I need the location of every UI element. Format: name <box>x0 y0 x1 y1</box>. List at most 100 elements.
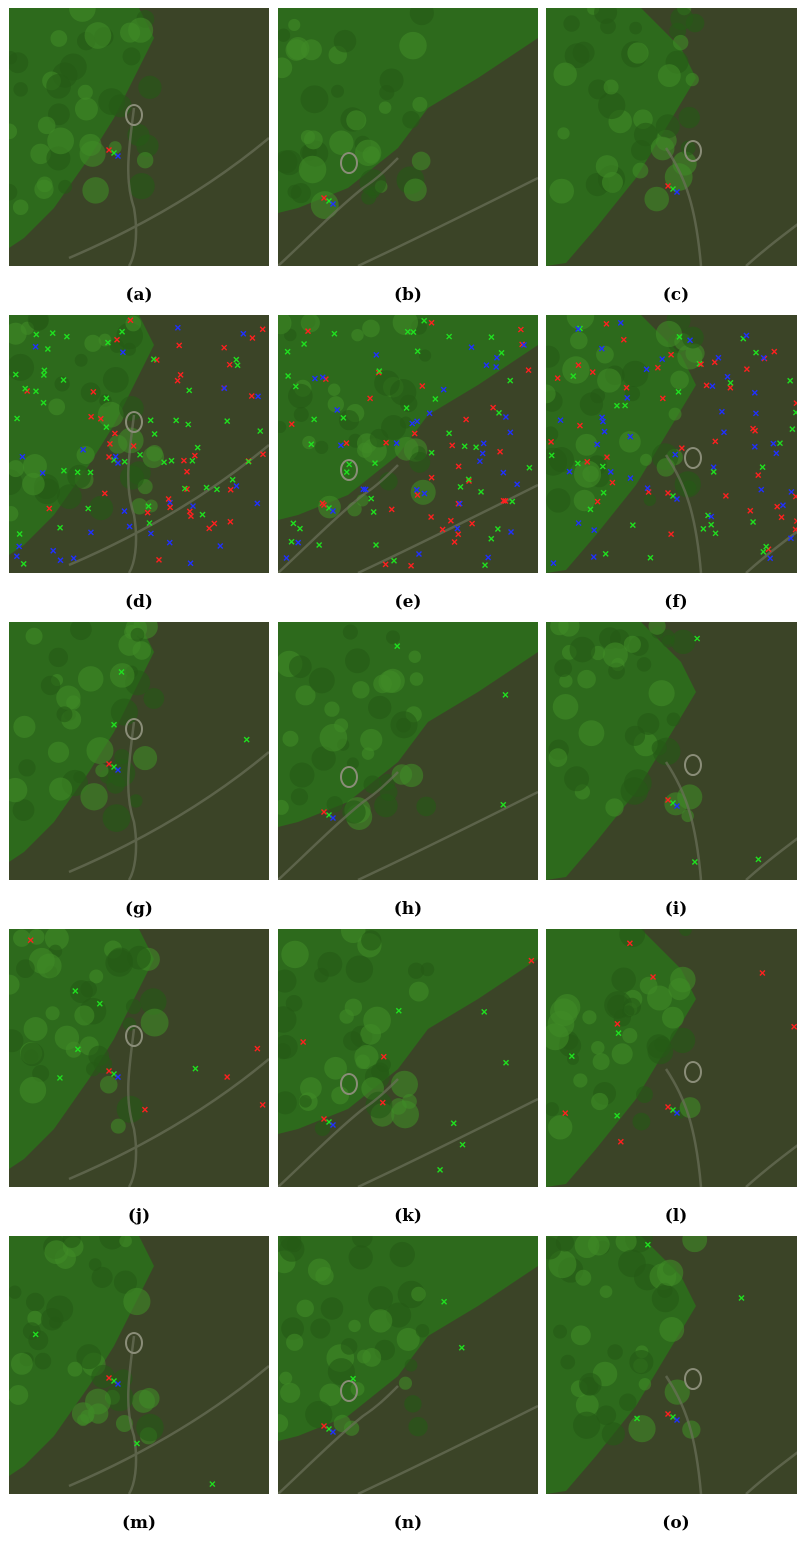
tree-crown <box>647 1034 671 1058</box>
panel-label: (k) <box>278 1206 538 1226</box>
tree-crown <box>126 999 141 1014</box>
tree-crown <box>346 110 366 130</box>
aerial-image <box>546 622 797 880</box>
tree-crown <box>137 152 153 168</box>
tree-crown <box>141 1009 169 1037</box>
panel-label: (h) <box>278 899 538 919</box>
tree-crown <box>89 496 113 520</box>
tree-crown <box>657 1260 683 1286</box>
tree-crown <box>279 1372 292 1385</box>
tree-crown <box>82 177 109 204</box>
tree-crown <box>75 97 98 120</box>
tree-crown <box>596 346 614 364</box>
tree-crown <box>553 63 576 86</box>
tree-crown <box>49 648 68 667</box>
tree-crown <box>399 1377 412 1390</box>
tree-crown <box>416 1324 429 1337</box>
tree-crown <box>146 445 163 462</box>
tree-crown <box>612 1043 633 1064</box>
tree-crown <box>379 101 392 114</box>
tree-crown <box>103 804 131 832</box>
tree-crown <box>56 686 80 710</box>
tree-crown <box>603 642 628 667</box>
tree-crown <box>106 775 125 794</box>
tree-crown <box>370 429 389 448</box>
tree-crown <box>282 731 298 747</box>
tree-crown <box>605 798 623 816</box>
tree-crown <box>129 173 155 199</box>
tree-crown <box>100 1076 118 1094</box>
tree-crown <box>662 635 675 648</box>
tree-crown <box>109 94 132 117</box>
tree-crown <box>57 484 82 509</box>
tree-crown <box>557 127 569 139</box>
tree-crown <box>23 1322 41 1340</box>
tree-crown <box>327 796 343 812</box>
tree-crown <box>611 967 635 991</box>
tree-crown <box>123 1288 150 1315</box>
tree-crown <box>573 1073 587 1087</box>
tree-crown <box>633 163 649 179</box>
tree-crown <box>637 657 651 671</box>
tree-crown <box>86 737 113 764</box>
aerial-image <box>278 622 538 880</box>
tree-crown <box>352 681 369 698</box>
tree-crown <box>355 140 381 166</box>
tree-crown <box>20 1077 47 1104</box>
tree-crown <box>286 1334 303 1351</box>
tree-crown <box>349 1245 373 1269</box>
tree-crown <box>105 949 133 977</box>
tree-crown <box>686 73 699 86</box>
tree-crown <box>317 952 342 977</box>
tree-crown <box>343 625 358 640</box>
tree-crown <box>103 367 129 393</box>
tree-crown <box>13 199 29 215</box>
tree-crown <box>58 180 72 194</box>
tree-crown <box>659 1317 684 1342</box>
tree-crown <box>622 1028 637 1043</box>
tree-crown <box>29 929 45 945</box>
tree-crown <box>554 659 572 677</box>
tree-crown <box>575 1270 591 1286</box>
tree-crown <box>553 694 579 720</box>
figure: (a)(b)(c)(d)(e)(f)(g)(h)(i)(j)(k)(l)(m)(… <box>0 0 797 1542</box>
tree-crown <box>346 956 373 983</box>
tree-crown <box>50 30 67 47</box>
tree-crown <box>143 688 164 709</box>
tree-crown <box>629 22 642 35</box>
tree-crown <box>656 321 682 347</box>
tree-crown <box>574 461 601 488</box>
tree-crown <box>88 1046 109 1067</box>
tree-crown <box>564 766 589 791</box>
tree-crown <box>16 959 35 978</box>
tree-crown <box>639 1378 651 1390</box>
tree-crown <box>85 22 112 49</box>
tree-crown <box>41 676 60 695</box>
tree-crown <box>24 1017 48 1041</box>
tree-crown <box>640 454 652 466</box>
tree-crown <box>22 473 45 496</box>
tree-crown <box>309 668 335 694</box>
tree-crown <box>77 446 95 464</box>
tree-crown <box>596 155 619 178</box>
tree-crown <box>363 1007 391 1035</box>
tree-crown <box>41 1308 64 1331</box>
tree-crown <box>301 85 329 113</box>
tree-crown <box>84 335 101 352</box>
tree-crown <box>78 666 104 692</box>
tree-crown <box>341 1338 358 1355</box>
aerial-image <box>546 929 797 1187</box>
tree-crown <box>628 1415 655 1442</box>
tree-crown <box>623 998 641 1016</box>
tree-crown <box>281 941 308 968</box>
tree-crown <box>351 329 363 341</box>
tree-crown <box>604 80 619 95</box>
tree-crown <box>412 152 431 171</box>
tree-crown <box>288 19 300 31</box>
tree-crown <box>670 371 689 390</box>
tree-crown <box>68 1362 83 1377</box>
aerial-image <box>278 929 538 1187</box>
tree-crown <box>668 978 690 1000</box>
tree-crown <box>111 1119 126 1134</box>
tree-crown <box>582 1010 596 1024</box>
